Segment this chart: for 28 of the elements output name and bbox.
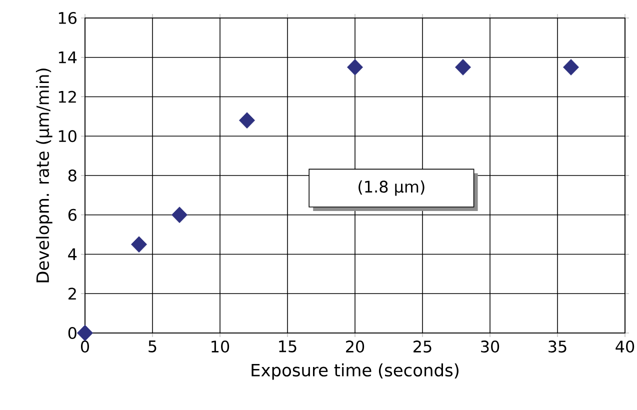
point <box>131 236 147 253</box>
point <box>172 206 188 224</box>
y-tick-label: 16 <box>58 12 76 24</box>
x-tick-label: 40 <box>616 340 634 353</box>
x-tick-label: 10 <box>212 340 230 353</box>
x-tick-label: 15 <box>279 340 296 352</box>
y-tick-label: 6 <box>68 208 76 221</box>
y-tick-label: 8 <box>68 169 76 182</box>
x-tick-label: 20 <box>346 340 364 353</box>
x-tick-label: 0 <box>80 340 90 353</box>
point <box>347 59 364 76</box>
annotation: (1.8 µm) <box>358 180 424 196</box>
x-tick-label: 25 <box>414 340 432 353</box>
y-tick-label: 4 <box>68 248 77 260</box>
point <box>77 324 93 342</box>
y-tick-label: 2 <box>68 288 76 300</box>
x-tick-label: 5 <box>148 340 156 352</box>
x-tick-label: 35 <box>548 340 566 353</box>
x-tick-label: 30 <box>481 340 500 353</box>
y-tick-label: 12 <box>58 90 76 103</box>
y-axis-title: Developm. rate (µm/min) <box>36 68 52 282</box>
x-axis-title: Exposure time (seconds) <box>252 363 458 380</box>
point <box>239 112 255 129</box>
y-tick-label: 14 <box>58 52 77 64</box>
y-tick-label: 0 <box>68 326 76 340</box>
y-tick-label: 10 <box>58 130 76 142</box>
point <box>455 59 472 76</box>
point <box>563 59 580 76</box>
